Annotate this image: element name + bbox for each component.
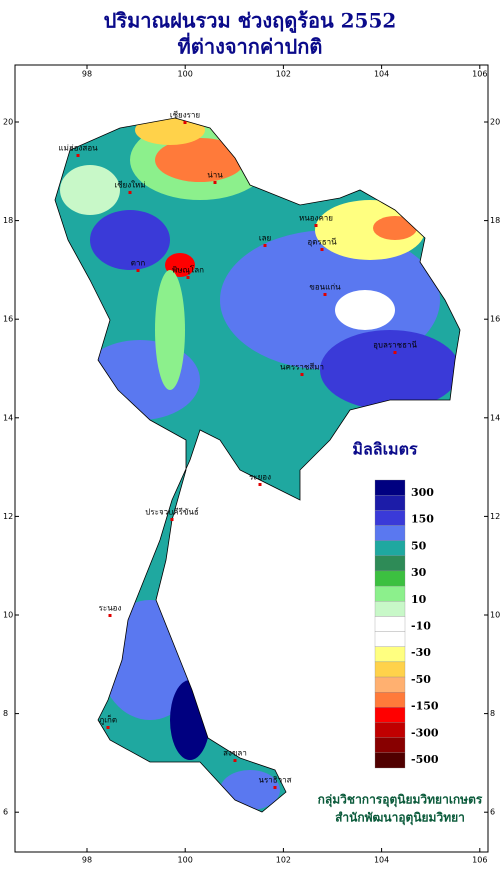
legend-label: 300 xyxy=(411,486,434,499)
lat-label: 16 xyxy=(3,315,13,324)
legend-label: 150 xyxy=(411,513,434,526)
place-label: ระนอง xyxy=(99,604,122,613)
lon-label: 98 xyxy=(82,856,92,865)
legend-label: -10 xyxy=(411,620,431,633)
place-label: นครราชสีมา xyxy=(280,363,324,372)
place-label: หนองคาย xyxy=(299,214,333,223)
station-dot xyxy=(170,518,174,521)
legend-swatch xyxy=(374,585,406,602)
credit: สำนักพัฒนาอุตุนิยมวิทยา xyxy=(335,811,465,826)
place-label: ภูเก็ต xyxy=(99,715,117,726)
legend-label: -50 xyxy=(411,673,431,686)
station-dot xyxy=(320,248,324,251)
station-dot xyxy=(128,191,132,194)
station-dot xyxy=(273,786,277,789)
lat-label: 8 xyxy=(490,709,495,718)
legend-label: -300 xyxy=(411,726,439,739)
legend-label: 50 xyxy=(411,539,427,552)
legend-swatch xyxy=(374,495,406,511)
legend-title: มิลลิเมตร xyxy=(352,440,418,459)
station-dot xyxy=(393,351,397,354)
station-dot xyxy=(76,154,80,157)
station-dot xyxy=(233,759,237,762)
station-dot xyxy=(258,483,262,486)
lat-label: 18 xyxy=(3,216,13,225)
credit: กลุ่มวิชาการอุตุนิยมวิทยาเกษตร xyxy=(318,793,483,808)
legend-label: -150 xyxy=(411,700,439,713)
legend-swatch xyxy=(374,707,406,723)
legend-swatch xyxy=(374,737,406,753)
legend-swatch xyxy=(374,616,406,632)
place-label: สงขลา xyxy=(223,749,247,758)
legend-swatch xyxy=(374,661,406,678)
lat-label: 18 xyxy=(490,216,500,225)
station-dot xyxy=(186,276,190,279)
station-dot xyxy=(108,614,112,617)
legend-swatch xyxy=(374,555,406,572)
place-label: แม่ฮ่องสอน xyxy=(58,144,98,153)
station-dot xyxy=(183,121,187,124)
place-label: ประจวบคีรีขันธ์ xyxy=(145,507,199,517)
legend-label: 30 xyxy=(411,566,427,579)
station-dot xyxy=(323,293,327,296)
place-label: เลย xyxy=(259,234,271,243)
station-dot xyxy=(106,726,110,729)
lat-label: 20 xyxy=(3,118,13,127)
legend-swatch xyxy=(374,540,406,556)
lat-label: 6 xyxy=(490,808,495,817)
place-label: อุบลราชธานี xyxy=(373,341,417,350)
title: ปริมาณฝนรวม ช่วงฤดูร้อน 2552 xyxy=(104,9,397,35)
lon-label: 104 xyxy=(374,70,389,79)
station-dot xyxy=(300,373,304,376)
lat-label: 14 xyxy=(490,413,500,422)
place-label: พิษณุโลก xyxy=(172,265,204,275)
legend-swatch xyxy=(374,676,406,693)
lat-label: 12 xyxy=(490,512,500,521)
lat-label: 12 xyxy=(3,512,13,521)
legend-swatch xyxy=(374,570,406,587)
place-label: ตาก xyxy=(131,259,146,268)
lat-label: 6 xyxy=(3,808,8,817)
place-label: อุดรธานี xyxy=(307,238,337,247)
place-label: ระยอง xyxy=(249,473,271,482)
legend-label: -500 xyxy=(411,753,439,766)
legend-swatch xyxy=(374,646,406,663)
legend-swatch xyxy=(374,510,406,526)
lon-label: 102 xyxy=(276,856,291,865)
lat-label: 8 xyxy=(3,709,8,718)
legend-swatch xyxy=(374,631,406,647)
lon-label: 102 xyxy=(276,70,291,79)
lat-label: 16 xyxy=(490,315,500,324)
legend-label: -30 xyxy=(411,646,431,659)
place-label: ขอนแก่น xyxy=(309,283,341,292)
legend-swatch xyxy=(374,752,406,769)
title: ที่ต่างจากค่าปกติ xyxy=(178,32,323,59)
place-label: นราธิวาส xyxy=(258,776,291,785)
lon-label: 106 xyxy=(472,856,487,865)
legend-swatch xyxy=(374,479,406,496)
lon-label: 100 xyxy=(178,70,193,79)
place-label: น่าน xyxy=(207,171,223,180)
legend-swatch xyxy=(374,692,406,708)
place-label: เชียงราย xyxy=(170,111,200,120)
lon-label: 106 xyxy=(472,70,487,79)
legend-swatch xyxy=(374,722,406,738)
legend-swatch xyxy=(374,525,406,541)
legend-swatch xyxy=(374,601,406,617)
station-dot xyxy=(213,181,217,184)
station-dot xyxy=(136,269,140,272)
lat-label: 10 xyxy=(3,611,13,620)
legend-label: 10 xyxy=(411,593,427,606)
lon-label: 100 xyxy=(178,856,193,865)
station-dot xyxy=(314,224,318,227)
lat-label: 20 xyxy=(490,118,500,127)
place-label: เชียงใหม่ xyxy=(114,181,145,190)
station-dot xyxy=(263,244,267,247)
lon-label: 98 xyxy=(82,70,92,79)
lat-label: 14 xyxy=(3,413,13,422)
lat-label: 10 xyxy=(490,611,500,620)
lon-label: 104 xyxy=(374,856,389,865)
